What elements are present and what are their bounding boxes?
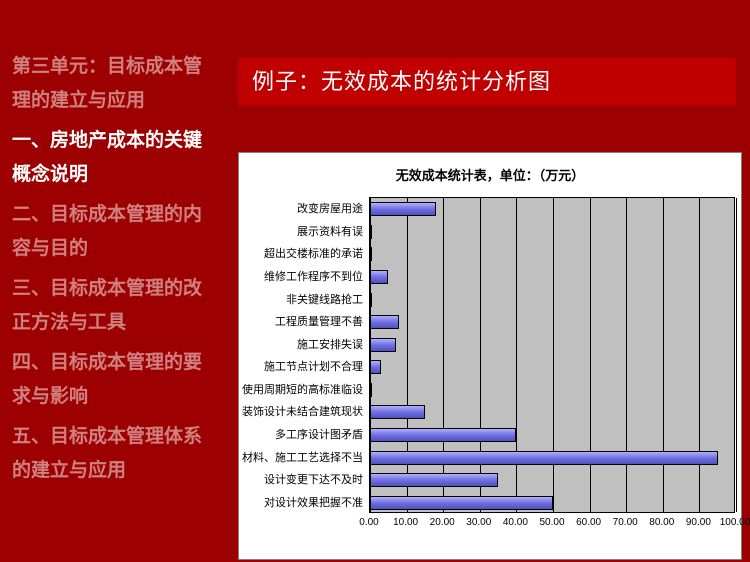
- sidebar: 第三单元：目标成本管理的建立与应用 一、房地产成本的关键概念说明二、目标成本管理…: [0, 0, 220, 562]
- chart-title: 无效成本统计表，单位：（万元）: [239, 153, 741, 192]
- ylabel-2: 超出交楼标准的承诺: [264, 245, 363, 261]
- sidebar-item-3[interactable]: 四、目标成本管理的要求与影响: [12, 346, 210, 414]
- xlabel-3: 30.00: [466, 517, 491, 528]
- ylabel-11: 材料、施工工艺选择不当: [242, 449, 363, 465]
- bar-11: [370, 451, 718, 465]
- bar-2: [370, 247, 372, 261]
- gridline: [626, 198, 627, 512]
- xlabel-10: 100.00: [720, 517, 750, 528]
- xlabel-8: 80.00: [649, 517, 674, 528]
- xlabel-9: 90.00: [686, 517, 711, 528]
- gridline: [699, 198, 700, 512]
- xlabel-2: 20.00: [430, 517, 455, 528]
- ylabel-0: 改变房屋用途: [297, 200, 363, 216]
- xlabel-0: 0.00: [359, 517, 378, 528]
- xlabel-7: 70.00: [613, 517, 638, 528]
- bar-3: [370, 270, 388, 284]
- gridline: [516, 198, 517, 512]
- xlabel-4: 40.00: [503, 517, 528, 528]
- ylabel-6: 施工安排失误: [297, 336, 363, 352]
- chart-panel: 无效成本统计表，单位：（万元） 改变房屋用途展示资料有误超出交楼标准的承诺维修工…: [238, 152, 742, 560]
- bar-0: [370, 202, 436, 216]
- sidebar-item-1[interactable]: 二、目标成本管理的内容与目的: [12, 198, 210, 266]
- bar-10: [370, 428, 516, 442]
- ylabel-1: 展示资料有误: [297, 223, 363, 239]
- gridline: [663, 198, 664, 512]
- gridline: [443, 198, 444, 512]
- nav-list: 一、房地产成本的关键概念说明二、目标成本管理的内容与目的三、目标成本管理的改正方…: [12, 124, 210, 488]
- bar-12: [370, 473, 498, 487]
- xlabel-6: 60.00: [576, 517, 601, 528]
- ylabel-7: 施工节点计划不合理: [264, 358, 363, 374]
- main-area: 例子：无效成本的统计分析图 无效成本统计表，单位：（万元） 改变房屋用途展示资料…: [230, 0, 750, 562]
- sidebar-item-2[interactable]: 三、目标成本管理的改正方法与工具: [12, 272, 210, 340]
- gridline: [480, 198, 481, 512]
- xlabel-1: 10.00: [393, 517, 418, 528]
- ylabel-5: 工程质量管理不善: [275, 313, 363, 329]
- sidebar-item-0[interactable]: 一、房地产成本的关键概念说明: [12, 124, 210, 192]
- gridline: [370, 198, 371, 512]
- bar-5: [370, 315, 399, 329]
- ylabel-3: 维修工作程序不到位: [264, 268, 363, 284]
- ylabel-4: 非关键线路抢工: [286, 291, 363, 307]
- ylabel-10: 多工序设计图矛盾: [275, 426, 363, 442]
- bar-4: [370, 293, 372, 307]
- ylabel-12: 设计变更下达不及时: [264, 471, 363, 487]
- chart-plot: [369, 197, 735, 513]
- bar-9: [370, 405, 425, 419]
- gridline: [553, 198, 554, 512]
- ylabel-9: 装饰设计未结合建筑现状: [242, 403, 363, 419]
- gridline: [590, 198, 591, 512]
- xlabel-5: 50.00: [539, 517, 564, 528]
- bar-6: [370, 338, 396, 352]
- gridline: [736, 198, 737, 512]
- sidebar-item-4[interactable]: 五、目标成本管理体系的建立与应用: [12, 420, 210, 488]
- ylabel-8: 使用周期短的高标准临设: [242, 381, 363, 397]
- bar-13: [370, 496, 553, 510]
- unit-title: 第三单元：目标成本管理的建立与应用: [12, 50, 210, 118]
- page-title: 例子：无效成本的统计分析图: [238, 58, 736, 106]
- bar-8: [370, 383, 372, 397]
- bar-1: [370, 225, 372, 239]
- ylabel-13: 对设计效果把握不准: [264, 494, 363, 510]
- gridline: [407, 198, 408, 512]
- bar-7: [370, 360, 381, 374]
